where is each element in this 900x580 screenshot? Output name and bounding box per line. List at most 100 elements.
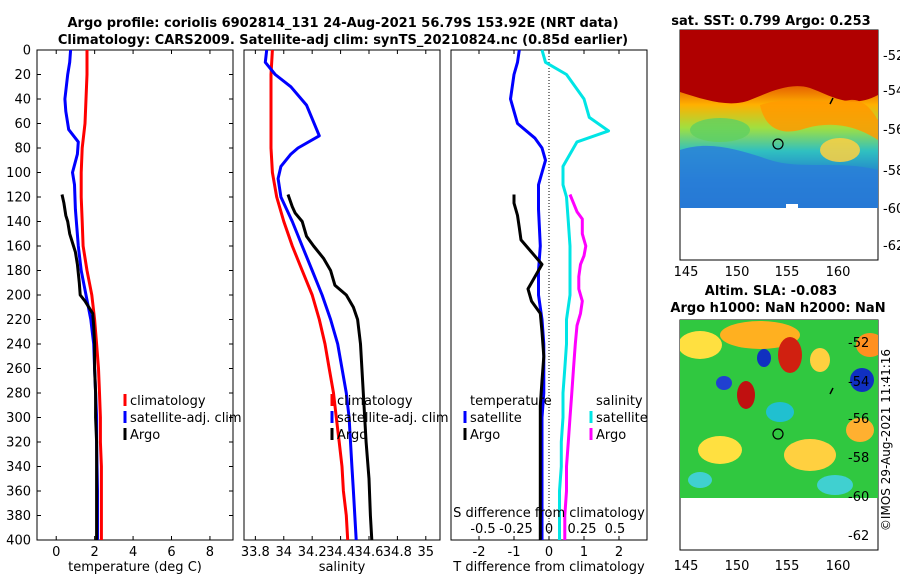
x-tick-label: 0 [52,545,60,560]
sst-map-title: sat. SST: 0.799 Argo: 0.253 [671,14,870,29]
x-tick-label: 34.6 [355,545,384,560]
float-track-mark [829,387,834,395]
depth-tick-label: 320 [6,436,31,451]
sla-blob [850,368,874,392]
legend-label-s-satellite: satellite [596,411,648,426]
sst-xtick: 150 [725,265,750,280]
depth-tick-label: 180 [6,264,31,279]
sla-xtick: 145 [674,559,699,574]
sst-x-ticks: 145 150 155 160 [674,265,851,280]
sla-ytick: -60 [848,490,869,505]
float-track-mark [829,97,834,105]
series-line-climatology [269,49,350,541]
x-tick-label: 6 [167,545,175,560]
sst-yellow-patch [820,138,860,162]
depth-tick-label: 120 [6,191,31,206]
x-tick-label: 2 [91,545,99,560]
temperature-xlabel: temperature (deg C) [68,560,202,575]
sla-blob [784,439,836,471]
sla-blob [817,475,853,495]
sla-map-title2: Argo h1000: NaN h2000: NaN [670,301,885,316]
sst-y-ticks: -52 -54 -56 -58 -60 -62 [883,49,900,254]
salinity-legend: climatology satellite-adj. clim Argo [330,394,449,443]
x-tick-label: 34.2 [298,545,327,560]
s-difference-label: S difference from climatology [453,506,645,521]
depth-tick-label: 340 [6,460,31,475]
x-tick-label: 2 [615,545,623,560]
difference-xlabel: T difference from climatology [452,560,645,575]
s-tick-label: -0.5 [470,522,495,537]
header-line1: Argo profile: coriolis 6902814_131 24-Au… [67,16,618,31]
sst-xtick: 160 [826,265,851,280]
depth-tick-label: 140 [6,215,31,230]
sst-warm-region [680,30,878,104]
sla-blob [688,472,712,488]
x-tick-label: 34.4 [326,545,355,560]
sla-blob [737,381,755,409]
sla-map-title1: Altim. SLA: -0.083 [705,284,837,299]
depth-tick-label: 300 [6,411,31,426]
series-line-satellite-adj-clim [263,49,358,541]
argo-position-marker [772,138,784,150]
s-tick-label: 0.25 [568,522,597,537]
series-line-t-satellite [509,49,547,540]
header-line2: Climatology: CARS2009. Satellite-adj cli… [58,33,628,48]
salinity-panel: 33.8 34 34.2 34.4 34.6 34.8 35 salinity climat… [241,49,449,575]
depth-tick-label: 160 [6,240,31,255]
depth-tick-label: 380 [6,509,31,524]
sst-ytick: -52 [883,49,900,64]
sst-ytick: -54 [883,84,900,99]
sla-ytick: -62 [848,529,869,544]
difference-legend-salinity: salinity satellite Argo [589,394,648,443]
series-line-s-argo [563,193,588,540]
sla-blob [810,348,830,372]
legend-label-climatology: climatology [130,394,206,409]
sla-blob [778,337,802,373]
x-tick-label: 4 [129,545,137,560]
legend-label-satellite: satellite-adj. clim [130,411,242,426]
depth-tick-label: 200 [6,289,31,304]
depth-tick-label: 220 [6,313,31,328]
sla-blob [720,321,800,349]
sla-blob [680,331,722,359]
x-tick-label: 33.8 [241,545,270,560]
x-tick-label: 34.8 [383,545,412,560]
depth-tick-label: 80 [14,142,31,157]
depth-tick-label: 0 [23,44,31,59]
sla-ytick: -54 [848,375,869,390]
sla-blob [846,418,874,442]
s-tick-label: 0.5 [605,522,626,537]
sla-xtick: 150 [725,559,750,574]
difference-lines [509,49,610,540]
difference-legend-temperature: temperature satellite Argo [463,394,552,443]
legend-title-salinity: salinity [596,394,643,409]
depth-tick-label: 20 [14,68,31,83]
legend-title-temperature: temperature [470,394,552,409]
sla-y-ticks: -52 -54 -56 -58 -60 -62 [848,336,869,544]
series-line-climatology [79,50,103,540]
sla-blob [716,376,732,390]
x-tick-label: 34 [275,545,292,560]
temperature-panel: 0204060801001201401601802002202402602803… [6,44,647,575]
legend-label-s-argo: Argo [596,428,626,443]
watermark: ©IMOS 29-Aug-2021 11:41:16 [879,349,893,531]
legend-label-argo: Argo [130,428,160,443]
sst-map: sat. SST: 0.799 Argo: 0.253 -52 -54 -56 … [671,14,900,280]
x-tick-label: -1 [508,545,521,560]
depth-tick-label: 40 [14,93,31,108]
temperature-legend: climatology satellite-adj. clim Argo [123,394,242,443]
x-tick-label: 0 [545,545,553,560]
sst-green-patch [690,118,750,142]
sst-xtick: 155 [775,265,800,280]
sst-ytick: -56 [883,123,900,138]
temperature-lines [60,49,103,540]
sla-field [680,320,878,498]
legend-label-t-argo: Argo [470,428,500,443]
sst-ytick: -60 [883,202,900,217]
sla-blob [757,349,771,367]
sla-xtick: 155 [775,559,800,574]
sla-x-ticks: 145 150 155 160 [674,559,851,574]
argo-position-marker [772,428,784,440]
difference-tick-labels: -2 -1 0 1 2 [473,50,623,560]
depth-tick-label: 60 [14,117,31,132]
